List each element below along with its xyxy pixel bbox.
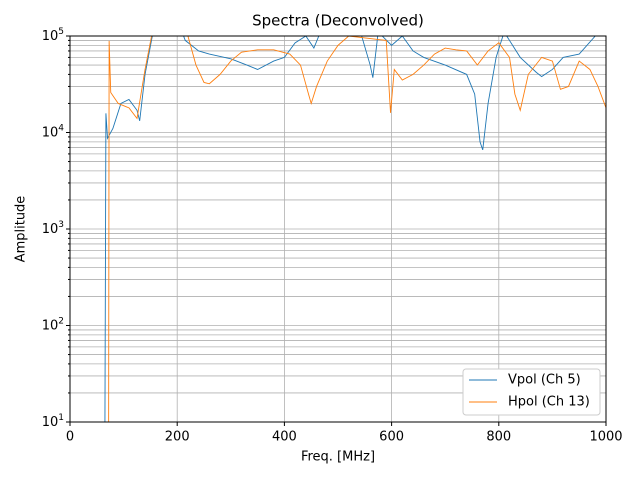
lines <box>104 36 606 422</box>
x-tick-label: 400 <box>272 430 297 445</box>
x-axis-label: Freq. [MHz] <box>301 450 375 465</box>
y-axis-label: Amplitude <box>14 196 29 263</box>
series-line <box>104 36 596 422</box>
grid <box>69 35 607 423</box>
y-tick-label: 102 <box>42 316 64 333</box>
chart-title: Spectra (Deconvolved) <box>252 12 424 30</box>
legend: Vpol (Ch 5) Hpol (Ch 13) <box>462 368 601 416</box>
x-tick-label: 200 <box>165 430 190 445</box>
y-tick-label: 104 <box>42 123 65 140</box>
y-tick-label: 101 <box>42 413 64 430</box>
legend-label: Vpol (Ch 5) <box>508 373 581 388</box>
legend-label: Hpol (Ch 13) <box>508 395 590 410</box>
y-tick-label: 103 <box>42 220 64 237</box>
legend-box <box>462 368 601 416</box>
x-tick-label: 1000 <box>589 430 622 445</box>
series-line <box>108 36 606 422</box>
y-tick-label: 105 <box>42 27 64 44</box>
x-tick-label: 0 <box>66 430 74 445</box>
x-tick-label: 600 <box>379 430 404 445</box>
x-tick-label: 800 <box>486 430 511 445</box>
